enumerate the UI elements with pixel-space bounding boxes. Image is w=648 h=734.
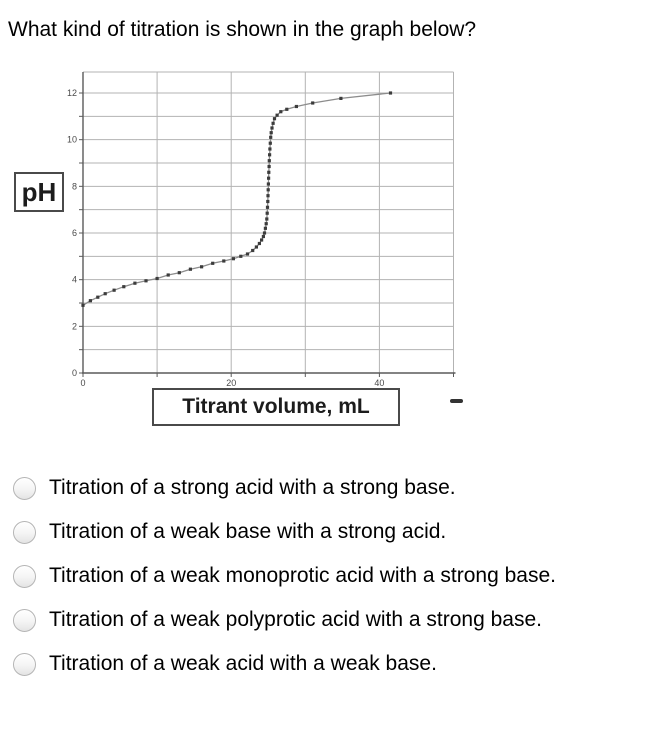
gridlines: [83, 71, 454, 373]
axes: [79, 72, 456, 377]
data-point-markers: [81, 91, 393, 307]
answer-option-4[interactable]: Titration of a weak polyprotic acid with…: [0, 598, 648, 642]
y-axis-label: pH: [21, 176, 57, 207]
y-axis-label-box: pH: [14, 172, 64, 212]
svg-text:2: 2: [72, 321, 77, 331]
svg-text:40: 40: [374, 378, 384, 388]
dash-icon: [450, 399, 463, 403]
svg-text:6: 6: [72, 228, 77, 238]
radio-button[interactable]: [13, 564, 36, 588]
radio-button[interactable]: [13, 608, 36, 632]
tick-labels: 0 2 4 6 8 10 12 0 20 40: [67, 88, 384, 388]
radio-button[interactable]: [13, 652, 36, 676]
svg-text:8: 8: [72, 181, 77, 191]
option-label: Titration of a weak acid with a weak bas…: [49, 652, 437, 675]
titration-graph: 0 2 4 6 8 10 12 0 20 40 pH Titrant volume, mL: [0, 62, 648, 434]
titration-curve-line: [82, 92, 391, 306]
x-axis-label-box: Titrant volume, mL: [152, 388, 400, 426]
radio-button[interactable]: [13, 476, 36, 500]
answer-option-2[interactable]: Titration of a weak base with a strong a…: [0, 510, 648, 554]
option-label: Titration of a strong acid with a strong…: [49, 476, 456, 499]
option-label: Titration of a weak polyprotic acid with…: [49, 608, 542, 631]
question-title: What kind of titration is shown in the g…: [8, 18, 477, 41]
option-label: Titration of a weak monoprotic acid with…: [49, 564, 556, 587]
x-axis-label: Titrant volume, mL: [182, 395, 370, 418]
answer-option-1[interactable]: Titration of a strong acid with a strong…: [0, 466, 648, 510]
svg-text:0: 0: [72, 368, 77, 378]
answer-option-3[interactable]: Titration of a weak monoprotic acid with…: [0, 554, 648, 598]
svg-text:10: 10: [67, 135, 77, 145]
svg-text:4: 4: [72, 275, 77, 285]
svg-text:0: 0: [80, 378, 85, 388]
radio-button[interactable]: [13, 520, 36, 544]
svg-text:20: 20: [226, 378, 236, 388]
answer-option-5[interactable]: Titration of a weak acid with a weak bas…: [0, 642, 648, 686]
option-label: Titration of a weak base with a strong a…: [49, 520, 447, 543]
answer-options: Titration of a strong acid with a strong…: [0, 466, 648, 686]
svg-text:12: 12: [67, 88, 77, 98]
titration-curve-chart: 0 2 4 6 8 10 12 0 20 40: [67, 71, 456, 388]
